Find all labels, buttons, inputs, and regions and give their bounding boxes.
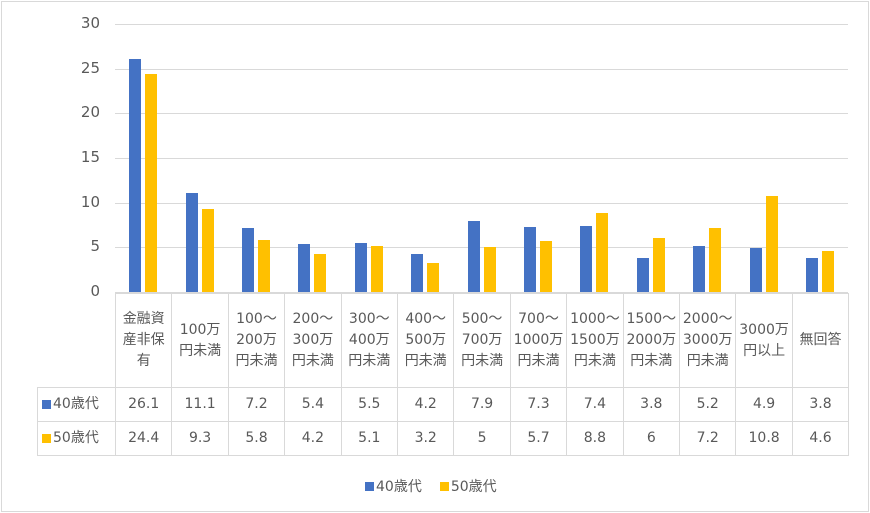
bar-40s bbox=[242, 227, 254, 292]
table-cell: 5.2 bbox=[679, 387, 737, 422]
bar-50s bbox=[258, 240, 270, 292]
gridline bbox=[115, 24, 849, 25]
bar-40s bbox=[693, 245, 706, 292]
table-cell: 5.4 bbox=[284, 387, 342, 422]
table-cell: 4.2 bbox=[284, 421, 342, 456]
category-header: 200〜 300万 円未満 bbox=[284, 293, 342, 388]
table-row-header: 40歳代 bbox=[37, 387, 116, 422]
category-header: 700〜 1000万 円未満 bbox=[509, 293, 568, 388]
bar-50s bbox=[201, 208, 214, 292]
bar-50s bbox=[145, 74, 158, 292]
y-tick-label: 0 bbox=[90, 282, 100, 300]
table-cell: 3.2 bbox=[397, 421, 455, 456]
category-header: 300〜 400万 円未満 bbox=[340, 293, 398, 388]
bar-40s bbox=[354, 242, 367, 292]
table-cell: 3.8 bbox=[622, 387, 680, 422]
legend-swatch-40s bbox=[365, 481, 374, 491]
table-cell: 7.4 bbox=[566, 387, 624, 422]
y-tick-label: 25 bbox=[80, 58, 100, 77]
table-cell: 4.6 bbox=[791, 421, 850, 456]
table-cell: 24.4 bbox=[115, 421, 173, 456]
gridline bbox=[115, 292, 849, 293]
legend: 40歳代 50歳代 bbox=[365, 476, 497, 496]
table-cell: 5.7 bbox=[509, 421, 568, 456]
table-cell: 11.1 bbox=[171, 387, 229, 422]
bar-50s bbox=[540, 241, 552, 292]
table-cell: 5 bbox=[453, 421, 511, 456]
bar-40s bbox=[411, 254, 424, 292]
series-swatch bbox=[42, 434, 51, 443]
gridline bbox=[115, 113, 849, 115]
gridline bbox=[115, 68, 849, 70]
legend-swatch-50s bbox=[439, 481, 449, 491]
table-cell: 7.2 bbox=[679, 421, 737, 456]
table-cell: 4.2 bbox=[397, 387, 455, 422]
series-swatch bbox=[42, 400, 51, 409]
table-cell: 5.1 bbox=[340, 421, 398, 456]
table-cell: 10.8 bbox=[735, 421, 793, 456]
category-header: 2000〜 3000万 円未満 bbox=[679, 293, 737, 388]
table-cell: 8.8 bbox=[566, 421, 624, 456]
y-tick-label: 5 bbox=[90, 237, 100, 256]
y-tick-label: 10 bbox=[80, 192, 100, 211]
table-cell: 3.8 bbox=[791, 387, 850, 422]
bar-50s bbox=[314, 254, 327, 292]
bar-50s bbox=[596, 213, 609, 292]
category-header: 金融資 産非保 有 bbox=[115, 293, 173, 388]
table-cell: 5.8 bbox=[227, 421, 286, 456]
table-cell: 7.9 bbox=[453, 387, 511, 422]
bar-50s bbox=[427, 263, 440, 292]
legend-label-50s: 50歳代 bbox=[450, 479, 497, 495]
bar-40s bbox=[580, 225, 593, 292]
bar-40s bbox=[129, 58, 142, 292]
table-cell: 9.3 bbox=[171, 421, 229, 456]
y-tick-label: 20 bbox=[80, 103, 100, 122]
bar-50s bbox=[822, 250, 834, 292]
bar-40s bbox=[524, 226, 536, 292]
bar-40s bbox=[467, 221, 480, 292]
bar-50s bbox=[483, 247, 496, 292]
series-name: 50歳代 bbox=[53, 430, 99, 446]
gridline bbox=[115, 158, 849, 159]
series-name: 40歳代 bbox=[53, 396, 99, 412]
bar-50s bbox=[370, 246, 383, 292]
table-cell: 26.1 bbox=[115, 387, 173, 422]
table-cell: 6 bbox=[622, 421, 680, 456]
table-cell: 7.2 bbox=[227, 387, 286, 422]
category-header: 1000〜 1500万 円未満 bbox=[566, 293, 624, 388]
bar-50s bbox=[709, 227, 722, 292]
table-cell: 4.9 bbox=[735, 387, 793, 422]
category-header: 400〜 500万 円未満 bbox=[397, 293, 455, 388]
bar-40s bbox=[636, 258, 649, 292]
gridline bbox=[115, 247, 849, 249]
legend-label-40s: 40歳代 bbox=[376, 479, 422, 495]
bar-40s bbox=[298, 243, 311, 292]
gridline bbox=[115, 202, 849, 204]
bar-50s bbox=[652, 238, 665, 292]
category-header: 3000万 円以上 bbox=[735, 293, 793, 388]
legend-item-40s: 40歳代 bbox=[365, 476, 422, 496]
category-header: 無回答 bbox=[791, 293, 850, 388]
bar-40s bbox=[806, 258, 818, 292]
category-header: 100〜 200万 円未満 bbox=[227, 293, 286, 388]
category-header: 500〜 700万 円未満 bbox=[453, 293, 511, 388]
table-cell: 5.5 bbox=[340, 387, 398, 422]
legend-item-50s: 50歳代 bbox=[439, 476, 497, 496]
category-header: 100万 円未満 bbox=[171, 293, 229, 388]
y-tick-label: 15 bbox=[80, 148, 100, 166]
table-cell: 7.3 bbox=[509, 387, 568, 422]
category-header: 1500〜 2000万 円未満 bbox=[622, 293, 680, 388]
y-tick-label: 30 bbox=[80, 14, 100, 32]
bar-40s bbox=[185, 192, 198, 292]
table-row-header: 50歳代 bbox=[37, 421, 116, 456]
bar-40s bbox=[749, 248, 762, 292]
bar-50s bbox=[765, 195, 778, 292]
